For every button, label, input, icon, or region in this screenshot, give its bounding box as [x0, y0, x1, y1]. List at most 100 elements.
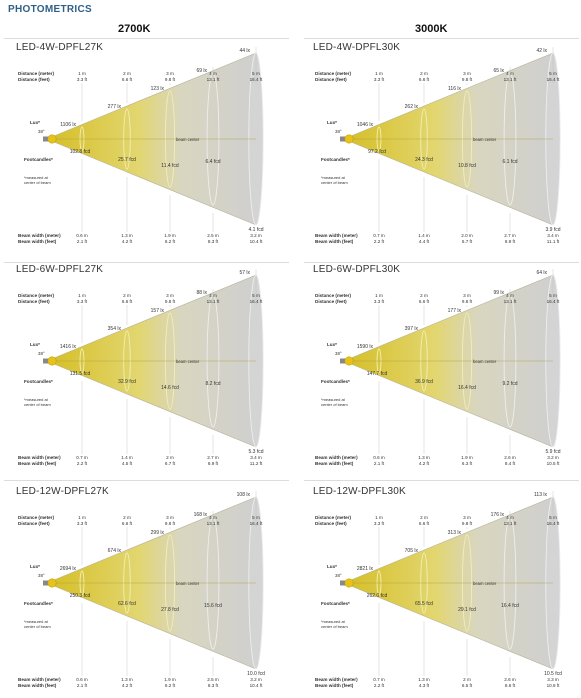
lamp-bulb-icon: [47, 356, 57, 366]
lux-value: 99 lx: [493, 290, 504, 296]
footcandles-label: Footcandles*: [24, 601, 53, 606]
panel-title: LED-4W-DPFL30K: [313, 42, 401, 53]
distance-meter-value: 1 m: [78, 71, 86, 76]
beam-width-feet-value: 6.7 ft: [165, 461, 176, 466]
beam-width-feet-value: 4.3 ft: [419, 683, 430, 688]
distance-meter-label: Distance (meter): [315, 71, 351, 76]
beam-angle-label: 38°: [38, 129, 45, 134]
distance-feet-value: 9.8 ft: [462, 77, 473, 82]
footcandle-value: 27.8 fcd: [161, 607, 179, 613]
footcandles-label: Footcandles*: [321, 601, 350, 606]
beam-width-feet-value: 2.1 ft: [77, 683, 88, 688]
beam-width-feet-value: 8.9 ft: [208, 461, 219, 466]
lux-value: 1106 lx: [60, 122, 76, 128]
footcandle-value: 3.9 fcd: [545, 227, 560, 233]
beam-outline: [350, 496, 554, 670]
beam-width-feet-value: 4.2 ft: [122, 683, 133, 688]
distance-feet-value: 3.3 ft: [77, 299, 88, 304]
lamp-base-icon: [43, 580, 49, 586]
footcandles-label: Footcandles*: [24, 157, 53, 162]
lux-value: 177 lx: [448, 308, 462, 314]
column-title-2700k: 2700K: [118, 23, 151, 35]
distance-feet-label: Distance (feet): [315, 299, 347, 304]
footcandle-value: 65.5 fcd: [415, 601, 433, 607]
beam-width-meter-value: 2.7 m: [207, 455, 219, 460]
beam-width-feet-value: 6.2 ft: [165, 683, 176, 688]
footcandle-value: 4.1 fcd: [248, 227, 263, 233]
distance-feet-value: 13.1 ft: [207, 77, 220, 82]
distance-feet-value: 3.3 ft: [374, 299, 385, 304]
beam-width-meter-label: Beam width (meter): [18, 455, 61, 460]
lamp-base-icon: [340, 358, 346, 364]
photometric-panel: LED-12W-DPFL27K 38° Distance (meter) Distan…: [10, 486, 285, 698]
beam-width-feet-value: 2.1 ft: [77, 239, 88, 244]
distance-meter-value: 2 m: [123, 293, 131, 298]
beam-width-meter-value: 2.6 m: [504, 677, 516, 682]
beam-angle-label: 38°: [335, 573, 342, 578]
lux-value: 313 lx: [448, 530, 462, 536]
photometric-panel: LED-6W-DPFL30K 38° Distance (meter) Distanc…: [307, 264, 581, 476]
distance-feet-value: 13.1 ft: [504, 299, 517, 304]
beam-width-feet-value: 4.2 ft: [419, 461, 430, 466]
beam-width-meter-value: 1.3 m: [121, 233, 133, 238]
lux-value: 674 lx: [108, 548, 122, 554]
lux-value: 277 lx: [108, 104, 122, 110]
beam-angle-label: 38°: [38, 573, 45, 578]
footcandles-label: Footcandles*: [321, 157, 350, 162]
footcandles-label: Footcandles*: [24, 379, 53, 384]
lux-value: 42 lx: [536, 48, 547, 54]
distance-feet-value: 6.6 ft: [419, 77, 430, 82]
distance-meter-value: 1 m: [375, 293, 383, 298]
beam-width-meter-value: 0.6 m: [76, 677, 88, 682]
lux-value: 44 lx: [239, 48, 250, 54]
distance-feet-value: 16.4 ft: [547, 521, 560, 526]
panel-title: LED-6W-DPFL27K: [16, 264, 104, 275]
beam-width-meter-value: 3.4 m: [250, 455, 262, 460]
lux-value: 176 lx: [491, 512, 505, 518]
lamp-base-icon: [340, 580, 346, 586]
beam-width-feet-label: Beam width (feet): [315, 683, 354, 688]
column-title-3000k: 3000K: [415, 23, 448, 35]
beam-width-meter-value: 1.9 m: [164, 233, 176, 238]
separator: [4, 262, 289, 263]
distance-feet-value: 16.4 ft: [547, 299, 560, 304]
measurement-note: center of beam: [321, 402, 348, 407]
beam-width-feet-value: 8.3 ft: [208, 239, 219, 244]
distance-meter-value: 3 m: [463, 293, 471, 298]
beam-center-label: beam center: [176, 359, 200, 364]
photometrics-sheet: PHOTOMETRICS 2700K 3000K LED-4W-DPFL27K 3…: [4, 4, 581, 688]
footcandles-label: Footcandles*: [321, 379, 350, 384]
lux-value: 113 lx: [534, 492, 547, 498]
beam-width-meter-label: Beam width (meter): [315, 455, 358, 460]
distance-meter-label: Distance (meter): [18, 515, 54, 520]
lux-value: 116 lx: [448, 86, 461, 92]
beam-width-feet-value: 6.3 ft: [462, 461, 473, 466]
footcandle-value: 6.1 fcd: [502, 159, 517, 165]
beam-outline: [350, 52, 554, 226]
beam-width-meter-value: 1.3 m: [121, 677, 133, 682]
lux-value: 64 lx: [536, 270, 547, 276]
footcandle-value: 16.4 fcd: [501, 603, 519, 609]
footcandle-value: 262.0 fcd: [367, 593, 388, 599]
distance-feet-value: 6.6 ft: [122, 77, 133, 82]
measurement-note: *measured at: [24, 397, 49, 402]
separator: [304, 38, 579, 39]
lux-value: 88 lx: [196, 290, 207, 296]
distance-meter-value: 2 m: [420, 71, 428, 76]
beam-diagram: 38°Distance (meter)Distance (feet)1 m3.3…: [315, 491, 562, 688]
beam-width-meter-value: 3.2 m: [250, 677, 262, 682]
distance-feet-value: 6.6 ft: [419, 521, 430, 526]
distance-meter-value: 2 m: [420, 515, 428, 520]
beam-width-meter-value: 1.4 m: [121, 455, 133, 460]
beam-width-meter-value: 0.7 m: [373, 233, 385, 238]
beam-width-meter-value: 2.6 m: [504, 455, 516, 460]
lux-value: 168 lx: [194, 512, 208, 518]
separator: [304, 480, 579, 481]
photometric-panel: LED-4W-DPFL27K 38° Distance (meter) Distanc…: [10, 42, 285, 254]
distance-feet-value: 9.8 ft: [462, 299, 473, 304]
beam-width-feet-value: 6.7 ft: [462, 239, 473, 244]
beam-width-feet-value: 8.3 ft: [208, 683, 219, 688]
distance-feet-value: 9.8 ft: [165, 299, 176, 304]
beam-width-feet-value: 2.1 ft: [374, 461, 385, 466]
distance-meter-value: 3 m: [463, 71, 471, 76]
